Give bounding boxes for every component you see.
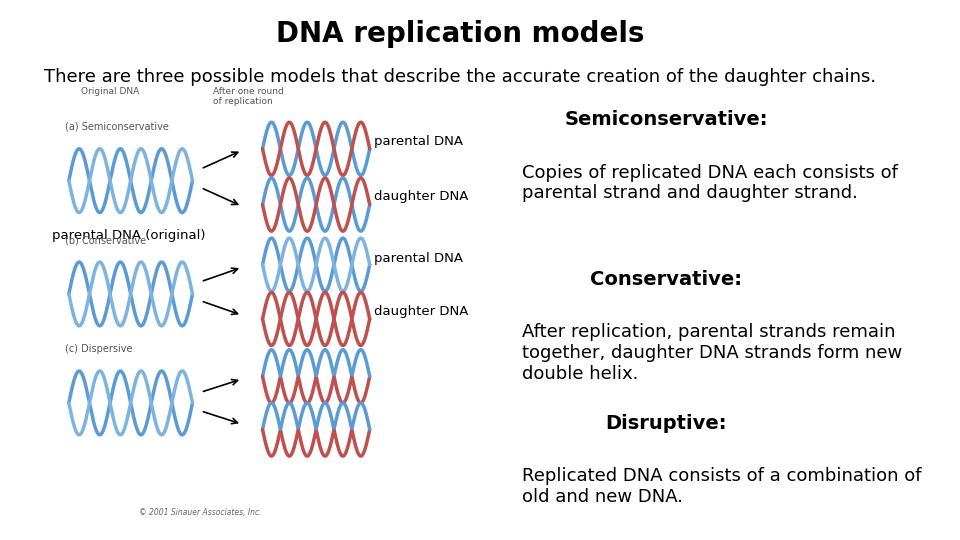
Text: Copies of replicated DNA each consists of
parental strand and daughter strand.: Copies of replicated DNA each consists o… — [522, 164, 898, 202]
Text: daughter DNA: daughter DNA — [373, 190, 468, 203]
Text: daughter DNA: daughter DNA — [373, 305, 468, 318]
Text: © 2001 Sinauer Associates, Inc.: © 2001 Sinauer Associates, Inc. — [139, 508, 262, 517]
Text: Original DNA: Original DNA — [82, 86, 139, 96]
Text: Semiconservative:: Semiconservative: — [564, 111, 768, 130]
Text: (c) Dispersive: (c) Dispersive — [64, 345, 132, 354]
Text: parental DNA: parental DNA — [373, 252, 463, 265]
Text: parental DNA (original): parental DNA (original) — [53, 229, 205, 242]
Text: DNA replication models: DNA replication models — [276, 20, 644, 48]
Text: (a) Semiconservative: (a) Semiconservative — [64, 121, 169, 131]
Text: Replicated DNA consists of a combination of
old and new DNA.: Replicated DNA consists of a combination… — [522, 467, 922, 505]
Text: After one round
of replication: After one round of replication — [213, 86, 284, 106]
Text: Conservative:: Conservative: — [590, 270, 742, 289]
Text: parental DNA: parental DNA — [373, 135, 463, 148]
Text: Disruptive:: Disruptive: — [606, 414, 728, 433]
Text: (b) Conservative: (b) Conservative — [64, 235, 146, 246]
Text: There are three possible models that describe the accurate creation of the daugh: There are three possible models that des… — [44, 68, 876, 86]
Text: After replication, parental strands remain
together, daughter DNA strands form n: After replication, parental strands rema… — [522, 323, 902, 383]
